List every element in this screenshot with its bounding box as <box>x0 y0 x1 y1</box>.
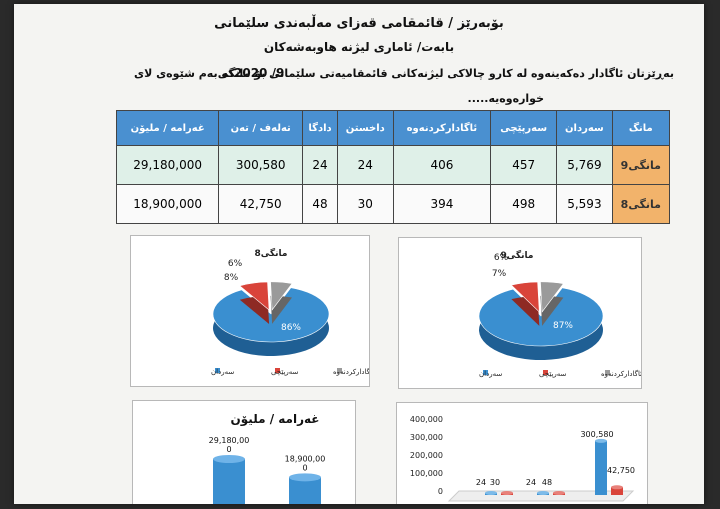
bar-chart-svg: 400,000 300,000 200,000 100,000 0 24 30 24 48 300… <box>410 415 635 502</box>
statistics-table: غەرامە / ملیۆن تەلەف / تەن دادگا داخستن … <box>115 110 671 224</box>
bar-cap <box>611 485 623 490</box>
header-violation: سەرپێچی <box>490 110 558 146</box>
bar <box>611 487 623 495</box>
cell-month: مانگی9 <box>611 145 671 185</box>
report-month: 2020 /9 <box>234 66 285 80</box>
legend-swatch <box>605 370 610 375</box>
bar-value-label: 0 <box>226 445 231 454</box>
header-destroyed: تەلەف / تەن <box>218 110 304 146</box>
pie-chart-svg: مانگی8 86% 8% 6% سەردان سەرپێچی ئاگادارکردنەوە <box>211 247 369 376</box>
bar-cap <box>553 491 565 495</box>
bar-cap <box>501 491 513 495</box>
table-row: 18,900,000 42,750 48 30 394 498 5,593 ما… <box>115 184 671 224</box>
legend-label: سەردان <box>211 368 234 376</box>
bar-cap <box>485 491 497 495</box>
legend-swatch <box>337 368 342 373</box>
bar-value-label: 48 <box>542 478 552 487</box>
cell-warning: 406 <box>392 145 492 185</box>
cell-closure: 24 <box>336 145 394 185</box>
comparison-bar-chart: 400,000 300,000 200,000 100,000 0 24 30 24 48 300… <box>396 402 648 504</box>
pie-slice <box>478 287 604 347</box>
header-fine: غەرامە / ملیۆن <box>115 110 220 146</box>
pie-slice <box>212 287 330 343</box>
legend-label: سەرپێچی <box>271 368 299 376</box>
bar-value-label: 24 <box>476 478 486 487</box>
pie-slice <box>270 281 293 311</box>
pie-chart-svg: مانگی9 87% 7% 6% سەردان سەرپێچی ئاگادارکردنەوە <box>478 249 641 378</box>
legend-label: ئاگادارکردنەوە <box>601 369 641 378</box>
pie-value-label: 86% <box>281 323 301 333</box>
pie-value-label: 6% <box>228 259 243 269</box>
legend-swatch <box>275 368 280 373</box>
bar-value-label: 0 <box>302 463 307 472</box>
letter-subject: بابەت/ ئاماری لیژنە هاوبەشەکان <box>263 40 455 54</box>
y-tick-label: 300,000 <box>410 433 443 442</box>
bar-chart-title: غەرامە / ملیۆن <box>231 412 320 427</box>
pie-value-label: 7% <box>492 269 507 279</box>
legend-swatch <box>543 370 548 375</box>
cell-fine: 18,900,000 <box>115 184 220 224</box>
letter-body-line: بەڕێزتان ئاگادار دەکەینەوە لە کارو چالاک… <box>217 67 674 80</box>
letter-recipient: بۆبەرێز / قائمقامی قەزای مەڵبەندی سلێمان… <box>214 16 504 31</box>
cell-visits: 5,769 <box>556 145 613 185</box>
bar-value-label: 42,750 <box>607 466 635 475</box>
header-month: مانگ <box>611 110 671 146</box>
legend-label: ئاگادارکردنەوە <box>333 367 369 376</box>
y-tick-label: 200,000 <box>410 451 443 460</box>
letter-side-note: کە بەم شێوەی لای <box>134 67 235 80</box>
bar <box>595 440 607 495</box>
cell-violation: 498 <box>490 184 558 224</box>
pie-slice <box>239 281 270 311</box>
y-tick-label: 0 <box>438 487 443 496</box>
cell-visits: 5,593 <box>556 184 613 224</box>
bar-cap <box>537 491 549 495</box>
legend-label: سەردان <box>479 370 502 378</box>
table-header-row: غەرامە / ملیۆن تەلەف / تەن دادگا داخستن … <box>115 110 671 146</box>
cell-destroyed: 42,750 <box>218 184 304 224</box>
pie-title: مانگی9 <box>501 249 534 261</box>
cell-destroyed: 300,580 <box>218 145 304 185</box>
bar-cap <box>289 473 321 482</box>
header-court: دادگا <box>302 110 338 146</box>
bar-cap <box>595 438 607 443</box>
cell-violation: 457 <box>490 145 558 185</box>
pie-chart-month9: مانگی9 87% 7% 6% سەردان سەرپێچی ئاگادارکردنەوە <box>398 237 642 389</box>
fine-bar-chart: غەرامە / ملیۆن 29,180,00 0 18,900,00 0 <box>132 400 356 504</box>
bar-value-label: 24 <box>526 478 536 487</box>
cell-month: مانگی8 <box>611 184 671 224</box>
bar <box>213 459 245 504</box>
cell-fine: 29,180,000 <box>115 145 220 185</box>
header-visits: سەردان <box>556 110 613 146</box>
cell-court: 48 <box>302 184 338 224</box>
document-page: بۆبەرێز / قائمقامی قەزای مەڵبەندی سلێمان… <box>14 4 704 504</box>
pie-value-label: 8% <box>224 273 239 283</box>
pie-value-label: 6% <box>494 253 509 263</box>
header-closure: داخستن <box>336 110 394 146</box>
bar-value-label: 30 <box>490 478 500 487</box>
table-row: 29,180,000 300,580 24 24 406 457 5,769 م… <box>115 145 671 185</box>
legend-swatch <box>483 370 488 375</box>
bar-value-label: 300,580 <box>580 430 613 439</box>
cell-court: 24 <box>302 145 338 185</box>
cell-warning: 394 <box>392 184 492 224</box>
pie-title: مانگی8 <box>255 247 288 259</box>
letter-body-ending: خوارەوەیە..... <box>467 92 544 105</box>
pie-slice <box>540 281 564 313</box>
y-tick-label: 100,000 <box>410 469 443 478</box>
header-warning: ئاگادارکردنەوە <box>392 110 492 146</box>
legend-swatch <box>215 368 220 373</box>
bar-value-label: 18,900,00 <box>285 454 326 463</box>
pie-chart-month8: مانگی8 86% 8% 6% سەردان سەرپێچی ئاگادارکردنەوە <box>130 235 370 387</box>
pie-slice <box>510 281 540 313</box>
y-tick-label: 400,000 <box>410 415 443 424</box>
legend-label: سەرپێچی <box>539 370 567 378</box>
cell-closure: 30 <box>336 184 394 224</box>
pie-value-label: 87% <box>553 321 573 331</box>
bar-cap <box>213 455 245 463</box>
bar-value-label: 29,180,00 <box>209 436 250 445</box>
bar <box>289 477 321 504</box>
